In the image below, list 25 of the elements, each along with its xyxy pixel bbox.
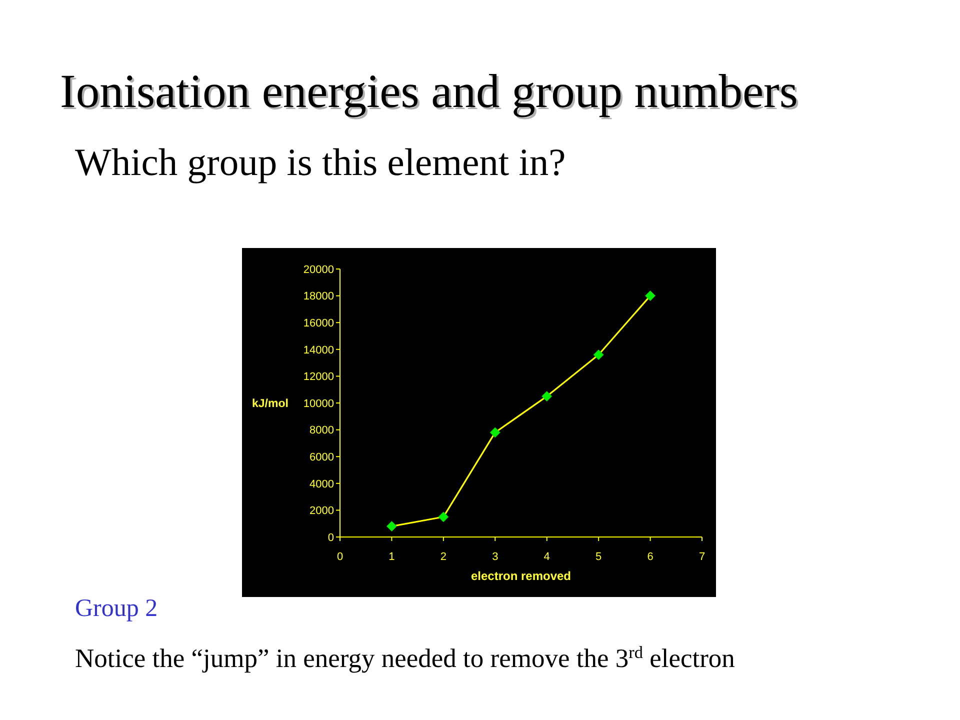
x-axis-title: electron removed xyxy=(470,569,572,583)
x-tick-label: 1 xyxy=(388,551,395,563)
y-tick-label: 6000 xyxy=(310,451,334,464)
y-tick-label: 0 xyxy=(328,532,334,544)
x-tick-label: 4 xyxy=(544,551,550,563)
y-tick-label: 16000 xyxy=(303,317,334,330)
x-tick-label: 7 xyxy=(698,551,706,563)
y-axis-title: kJ/mol xyxy=(252,398,288,410)
chart-title: Ionisation energies and group numbers xyxy=(60,66,798,118)
y-tick-label: 2000 xyxy=(310,505,334,518)
y-tick-label: 12000 xyxy=(303,371,334,384)
y-tick-label: 4000 xyxy=(310,478,334,490)
y-tick-label: 14000 xyxy=(303,344,334,356)
text: Notice the “jump” in energy needed to remove the 3$^{rd}$ electron xyxy=(75,642,735,673)
y-tick-label: 18000 xyxy=(303,290,334,303)
y-tick-label: 8000 xyxy=(310,424,334,437)
y-tick-label: 20000 xyxy=(303,264,334,276)
x-tick-label: 3 xyxy=(492,551,498,563)
text: Group 2 xyxy=(75,595,158,622)
chart-subtitle: Which group is this element in? xyxy=(75,142,566,184)
x-tick-label: 0 xyxy=(336,551,344,563)
y-tick-label: 10000 xyxy=(303,398,334,410)
x-tick-label: 2 xyxy=(440,551,446,563)
x-tick-label: 6 xyxy=(647,551,654,563)
x-tick-label: 5 xyxy=(596,551,602,563)
